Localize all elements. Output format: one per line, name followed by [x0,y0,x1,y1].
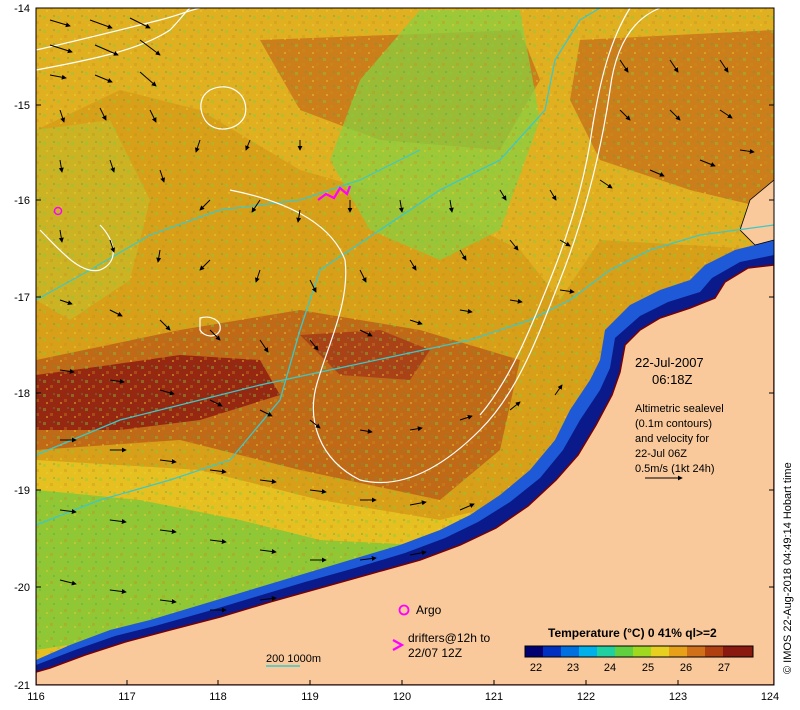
altimetry-legend: Altimetric sealevel (0.1m contours) and … [635,403,724,481]
colorbar-title: Temperature (°C) 0 41% ql>=2 [548,626,717,640]
argo-label: Argo [416,603,442,617]
sealevel-contours [36,8,661,484]
x-tick-label: 124 [761,691,779,703]
y-tick-label: -18 [14,388,30,400]
drifter-track [317,185,352,201]
drifters-label: 22/07 12Z [408,646,462,660]
land-mass [36,264,774,685]
velocity-arrows [49,17,755,613]
drifters-label: drifters@12h to [408,631,491,645]
y-tick-label: -19 [14,485,30,497]
y-tick-label: -14 [14,3,30,15]
x-axis-labels: 116 117 118 119 120 121 122 123 124 [27,691,779,703]
map-time: 06:18Z [652,372,693,387]
map-plot-area [36,8,774,685]
colorbar-tick: 24 [604,662,616,674]
map-frame [35,7,775,686]
legend-line: Altimetric sealevel [635,403,724,415]
map-date: 22-Jul-2007 [635,355,704,370]
axis-ticks [35,7,775,686]
drifter-legend-icon [392,639,405,651]
y-tick-label: -16 [14,195,30,207]
colorbar-tick: 23 [567,662,579,674]
legend-line: 0.5m/s (1kt 24h) [635,463,714,475]
x-tick-label: 117 [118,691,136,703]
y-tick-label: -15 [14,100,30,112]
y-tick-label: -20 [14,582,30,594]
x-tick-label: 119 [301,691,319,703]
y-tick-label: -17 [14,292,30,304]
argo-legend-icon [398,604,410,616]
isobath-label: 200 1000m [266,653,321,665]
x-tick-label: 118 [209,691,227,703]
colorbar-tick: 22 [530,662,542,674]
legend-line: 22-Jul 06Z [635,448,687,460]
legend-line: (0.1m contours) [635,418,712,430]
x-tick-label: 120 [393,691,411,703]
colorbar-tick: 27 [718,662,730,674]
credit-text: © IMOS 22-Aug-2018 04:49:14 Hobart time [782,462,794,674]
isobath-1000m [36,8,601,526]
y-axis-labels: -14 -15 -16 -17 -18 -19 -20 -21 [14,3,30,692]
x-tick-label: 121 [485,691,503,703]
colorbar-tick: 25 [642,662,654,674]
colorbar-tick: 26 [680,662,692,674]
x-tick-label: 122 [577,691,595,703]
x-tick-label: 123 [669,691,687,703]
argo-float-marker [53,206,63,216]
colorbar: Temperature (°C) 0 41% ql>=2 22 23 24 25… [524,626,754,674]
y-tick-label: -21 [14,680,30,692]
isobath-200m [36,224,774,456]
x-tick-label: 116 [27,691,45,703]
legend-line: and velocity for [635,433,709,445]
